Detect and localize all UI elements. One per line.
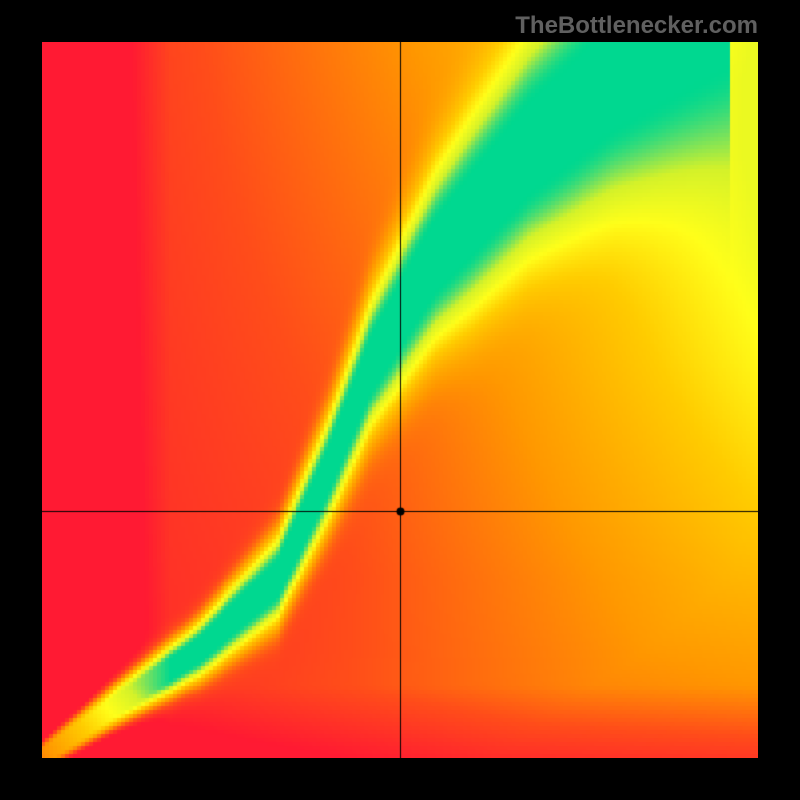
chart-stage: TheBottlenecker.com <box>0 0 800 800</box>
bottleneck-heatmap <box>42 42 758 758</box>
watermark-text: TheBottlenecker.com <box>515 12 758 40</box>
